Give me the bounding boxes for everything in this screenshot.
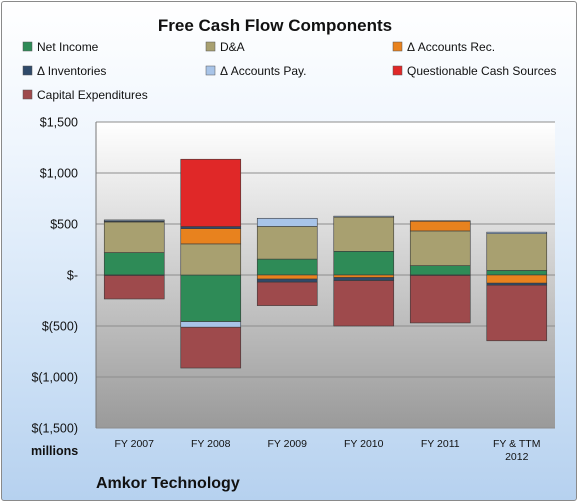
x-category-label: FY 2008 xyxy=(191,438,231,450)
bar-segment xyxy=(409,265,471,276)
company-label: Amkor Technology xyxy=(96,475,240,492)
bar-segment xyxy=(103,219,165,222)
bar-segment xyxy=(333,215,395,218)
bar-segment xyxy=(256,274,318,280)
bar-segment xyxy=(256,258,318,276)
bar-segment xyxy=(256,281,318,306)
bar-segment xyxy=(103,221,165,253)
bar-segment xyxy=(333,280,395,327)
y-tick-label: $(500) xyxy=(42,320,78,334)
bar-segment xyxy=(486,274,548,284)
bar-segment xyxy=(256,226,318,260)
legend-label: Δ Inventories xyxy=(37,64,106,78)
bar-segment xyxy=(409,275,471,324)
y-tick-label: $1,500 xyxy=(40,116,78,130)
bar-segment xyxy=(409,230,471,266)
bar-segment xyxy=(486,284,548,342)
y-tick-label: $- xyxy=(67,269,78,283)
y-tick-label: $1,000 xyxy=(40,167,78,181)
bar-segment xyxy=(180,326,242,369)
legend-label: Δ Accounts Pay. xyxy=(220,64,307,78)
chart-title: Free Cash Flow Components xyxy=(158,16,392,35)
legend-label: Capital Expenditures xyxy=(37,88,148,102)
bar-segment xyxy=(486,270,548,276)
bar-segment xyxy=(180,158,242,227)
x-category-label: 2012 xyxy=(505,451,529,463)
legend-swatch xyxy=(22,65,33,76)
x-category-label: FY 2007 xyxy=(114,438,154,450)
legend-swatch xyxy=(205,41,216,52)
legend-label: Δ Accounts Rec. xyxy=(407,40,495,54)
bar-segment xyxy=(103,252,165,276)
legend-label: D&A xyxy=(220,40,245,54)
y-tick-label: $(1,500) xyxy=(31,422,78,436)
legend-swatch xyxy=(22,89,33,100)
y-tick-label: $(1,000) xyxy=(31,371,78,385)
bar-segment xyxy=(333,277,395,281)
bar-segment xyxy=(486,282,548,286)
bar-segment xyxy=(486,231,548,234)
legend-label: Net Income xyxy=(37,40,99,54)
bar-segment xyxy=(409,220,471,222)
bar-segment xyxy=(486,233,548,271)
legend-swatch xyxy=(22,41,33,52)
bar-segment xyxy=(180,226,242,229)
bar-segment xyxy=(180,274,242,322)
x-category-label: FY 2011 xyxy=(421,438,460,450)
x-category-label: FY 2009 xyxy=(267,438,307,450)
legend-swatch xyxy=(205,65,216,76)
bar-segment xyxy=(180,321,242,328)
bar-segment xyxy=(333,251,395,276)
bar-segment xyxy=(256,278,318,283)
bars xyxy=(103,158,548,369)
bar-segment xyxy=(333,274,395,278)
x-category-label: FY 2010 xyxy=(344,438,384,450)
bar-segment xyxy=(103,275,165,300)
y-tick-label: $500 xyxy=(50,218,78,232)
gridlines xyxy=(95,121,555,429)
legend-swatch xyxy=(392,41,403,52)
bar-segment xyxy=(409,220,471,232)
units-label: millions xyxy=(31,444,78,458)
legend-swatch xyxy=(392,65,403,76)
legend-label: Questionable Cash Sources xyxy=(407,64,556,78)
y-axis-ticks: $1,500 $1,000 $500 $- $(500) $(1,000) $(1,500) xyxy=(31,116,78,436)
x-category-label: FY & TTM xyxy=(493,438,540,450)
bar-segment xyxy=(180,228,242,245)
bar-segment xyxy=(333,216,395,252)
x-axis-categories: FY 2007 FY 2008 FY 2009 FY 2010 FY 2011 FY & … xyxy=(114,438,540,463)
bar-segment xyxy=(180,243,242,276)
bar-segment xyxy=(256,217,318,227)
legend: Net Income D&A Δ Accounts Rec. Δ Inventorie… xyxy=(22,40,556,102)
